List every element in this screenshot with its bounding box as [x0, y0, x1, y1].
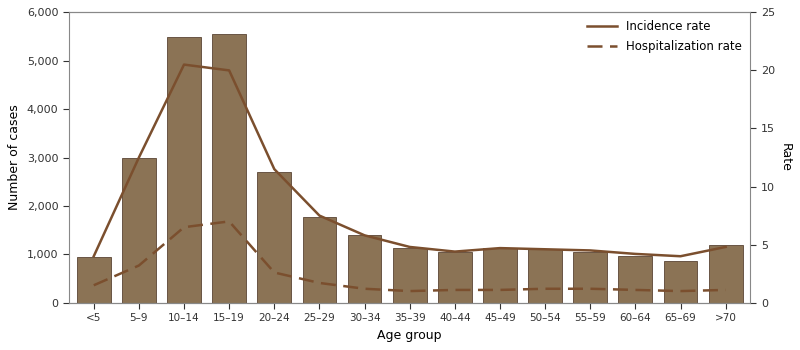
Bar	[574, 252, 607, 303]
Legend: Incidence rate, Hospitalization rate: Incidence rate, Hospitalization rate	[582, 15, 747, 58]
Bar	[483, 248, 517, 303]
Bar	[528, 249, 562, 303]
Bar	[618, 256, 652, 303]
Bar	[663, 261, 698, 303]
Bar	[709, 245, 742, 303]
Y-axis label: Rate: Rate	[778, 143, 792, 172]
Bar	[258, 172, 291, 303]
Bar	[212, 34, 246, 303]
Bar	[302, 217, 336, 303]
X-axis label: Age group: Age group	[378, 329, 442, 342]
Y-axis label: Number of cases: Number of cases	[8, 105, 22, 210]
Bar	[77, 257, 110, 303]
Bar	[438, 252, 472, 303]
Bar	[393, 248, 426, 303]
Bar	[122, 158, 156, 303]
Bar	[348, 236, 382, 303]
Bar	[167, 37, 201, 303]
